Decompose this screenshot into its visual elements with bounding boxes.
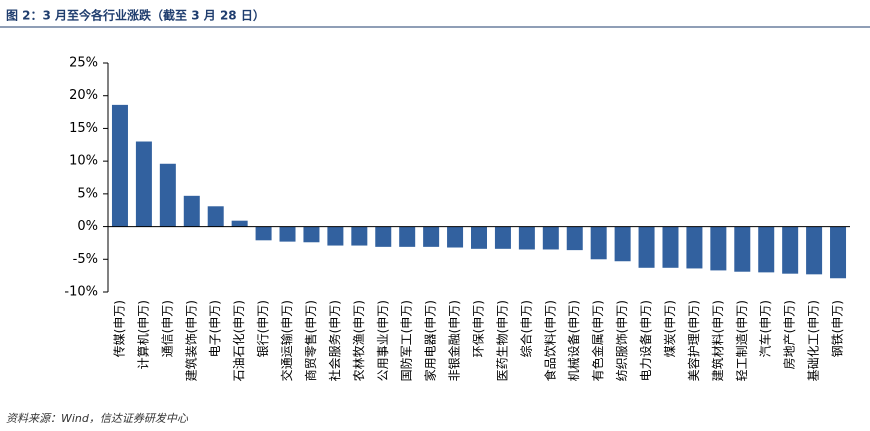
y-tick-label: 15% bbox=[69, 121, 98, 136]
bar bbox=[782, 226, 799, 274]
bar bbox=[351, 226, 368, 246]
bar bbox=[686, 226, 703, 269]
y-tick-label: 5% bbox=[77, 186, 98, 201]
x-tick-label: 商贸零售(申万) bbox=[303, 300, 318, 381]
x-tick-label: 国防军工(申万) bbox=[399, 300, 414, 381]
bar bbox=[111, 104, 128, 227]
bar bbox=[159, 163, 176, 227]
bar bbox=[710, 226, 727, 271]
bar bbox=[303, 226, 320, 243]
x-tick-label: 医药生物(申万) bbox=[495, 300, 509, 381]
y-tick-label: 10% bbox=[69, 154, 98, 169]
bar bbox=[806, 226, 823, 275]
x-tick-label: 建筑装饰(申万) bbox=[183, 300, 198, 381]
bar bbox=[279, 226, 296, 242]
x-tick-label: 家用电器(申万) bbox=[423, 300, 438, 381]
source-note: 资料来源：Wind，信达证券研发中心 bbox=[6, 412, 189, 425]
y-tick-label: -10% bbox=[64, 285, 98, 300]
y-tick-label: 0% bbox=[77, 219, 98, 234]
bar bbox=[614, 226, 631, 262]
bar bbox=[566, 226, 583, 251]
bar bbox=[423, 226, 440, 247]
bar bbox=[447, 226, 464, 248]
x-tick-label: 汽车(申万) bbox=[758, 300, 773, 357]
x-tick-label: 机械设备(申万) bbox=[566, 300, 581, 381]
x-tick-label: 钢铁(申万) bbox=[831, 300, 845, 357]
bar bbox=[183, 195, 200, 227]
bar bbox=[830, 226, 847, 279]
y-tick-label: 25% bbox=[69, 56, 98, 71]
x-tick-label: 电力设备(申万) bbox=[639, 300, 653, 381]
bar bbox=[590, 226, 607, 260]
y-tick-label: -5% bbox=[73, 252, 98, 267]
x-tick-label: 石油石化(申万) bbox=[232, 300, 246, 381]
bar bbox=[231, 220, 248, 227]
x-tick-label: 美容护理(申万) bbox=[686, 300, 701, 381]
bar bbox=[327, 226, 344, 246]
bar bbox=[518, 226, 535, 250]
x-tick-label: 煤炭(申万) bbox=[663, 300, 677, 357]
x-tick-label: 通信(申万) bbox=[160, 300, 174, 357]
bar bbox=[471, 226, 487, 249]
bar bbox=[542, 226, 559, 250]
y-tick-label: 20% bbox=[69, 88, 98, 103]
bar bbox=[638, 226, 655, 268]
x-tick-label: 综合(申万) bbox=[518, 300, 533, 357]
bar bbox=[734, 226, 751, 272]
x-tick-label: 社会服务(申万) bbox=[327, 300, 342, 381]
bar bbox=[207, 206, 224, 227]
bar bbox=[255, 226, 272, 241]
bar bbox=[758, 226, 775, 273]
x-tick-label: 银行(申万) bbox=[256, 300, 270, 357]
x-tick-label: 食品饮料(申万) bbox=[542, 300, 557, 381]
x-tick-label: 交通运输(申万) bbox=[279, 300, 294, 381]
x-tick-label: 环保(申万) bbox=[472, 300, 486, 357]
x-tick-label: 农林牧渔(申万) bbox=[352, 300, 366, 381]
bar bbox=[662, 226, 679, 268]
x-tick-label: 建筑材料(申万) bbox=[710, 300, 725, 381]
x-tick-label: 纺织服饰(申万) bbox=[615, 300, 629, 381]
x-tick-label: 非银金融(申万) bbox=[447, 300, 462, 381]
x-tick-label: 房地产(申万) bbox=[782, 300, 797, 369]
bar bbox=[399, 226, 416, 247]
x-tick-label: 有色金属(申万) bbox=[590, 300, 605, 381]
x-tick-label: 计算机(申万) bbox=[135, 300, 150, 369]
x-tick-label: 电子(申万) bbox=[208, 300, 222, 357]
bar bbox=[375, 226, 392, 247]
bar bbox=[494, 226, 511, 249]
x-tick-label: 基础化工(申万) bbox=[807, 300, 821, 381]
chart-title: 图 2：3 月至今各行业涨跌（截至 3 月 28 日） bbox=[6, 8, 265, 23]
x-tick-label: 轻工制造(申万) bbox=[735, 300, 749, 381]
x-tick-label: 公用事业(申万) bbox=[376, 300, 390, 381]
bar bbox=[135, 141, 152, 227]
x-tick-label: 传媒(申万) bbox=[111, 300, 126, 357]
